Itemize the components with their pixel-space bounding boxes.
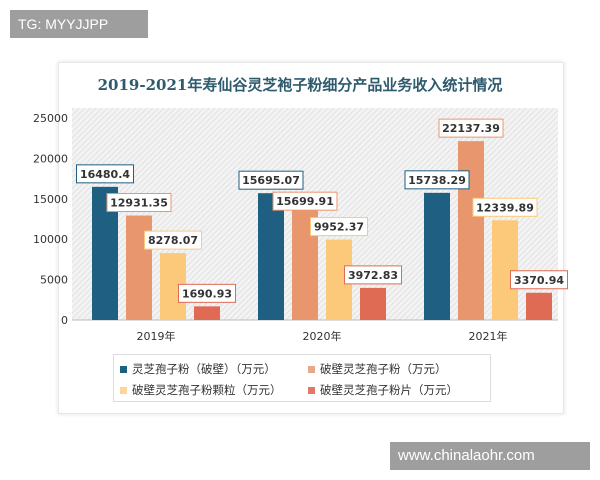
data-label-box: [178, 283, 236, 303]
legend: 灵芝孢子粉（破壁）（万元） 破壁灵芝孢子粉（万元） 破壁灵芝孢子粉颗粒（万元） …: [113, 354, 491, 402]
legend-label: 破壁灵芝孢子粉片（万元）: [320, 383, 458, 397]
data-label-box: [272, 191, 338, 211]
legend-swatch: [120, 365, 127, 373]
legend-swatch: [308, 365, 315, 373]
data-label: 15695.07: [242, 174, 300, 187]
data-label: 3972.83: [348, 269, 398, 282]
bar: [292, 193, 318, 320]
watermark-top-left: TG: MYYJJPP: [10, 10, 148, 38]
data-label: 15699.91: [276, 195, 334, 208]
data-label: 9952.37: [314, 221, 364, 234]
x-tick-label: 2020年: [303, 329, 342, 343]
data-label: 1690.93: [182, 287, 232, 300]
x-tick-label: 2019年: [137, 329, 176, 343]
data-label: 22137.39: [442, 122, 500, 135]
y-tick-label: 10000: [33, 233, 68, 246]
legend-label: 灵芝孢子粉（破壁）（万元）: [132, 362, 276, 376]
data-label-box: [344, 265, 402, 285]
data-label: 15738.29: [408, 174, 466, 187]
data-label-box: [310, 217, 368, 237]
y-tick-label: 20000: [33, 152, 68, 165]
data-label-box: [510, 270, 568, 290]
y-tick-label: 25000: [33, 112, 68, 125]
watermark-bottom-right: www.chinalaohr.com: [390, 442, 590, 470]
bar: [360, 287, 386, 320]
data-label: 12339.89: [476, 201, 534, 214]
y-tick-label: 0: [61, 314, 68, 327]
y-tick-label: 5000: [40, 274, 68, 287]
data-label: 3370.94: [514, 274, 564, 287]
legend-item-series-3: 破壁灵芝孢子粉颗粒（万元）: [120, 382, 282, 398]
x-tick-label: 2021年: [469, 329, 508, 343]
bar: [492, 220, 518, 320]
data-label-box: [438, 118, 504, 138]
legend-label: 破壁灵芝孢子粉颗粒（万元）: [132, 383, 282, 397]
legend-item-series-1: 灵芝孢子粉（破壁）（万元）: [120, 361, 276, 377]
data-label-box: [404, 170, 470, 190]
data-label: 16480.4: [80, 168, 130, 181]
bar: [458, 141, 484, 320]
data-label: 12931.35: [110, 197, 168, 210]
legend-item-series-4: 破壁灵芝孢子粉片（万元）: [308, 382, 458, 398]
data-label: 8278.07: [148, 234, 198, 247]
data-label-box: [76, 164, 134, 184]
data-label-box: [472, 197, 538, 217]
legend-swatch: [120, 386, 127, 394]
data-label-box: [144, 230, 202, 250]
data-label-box: [106, 193, 172, 213]
legend-item-series-2: 破壁灵芝孢子粉（万元）: [308, 361, 447, 377]
bar: [424, 192, 450, 320]
data-label-box: [238, 170, 304, 190]
bar: [526, 292, 552, 320]
legend-swatch: [308, 386, 315, 394]
y-tick-label: 15000: [33, 193, 68, 206]
bar: [258, 193, 284, 320]
bar: [194, 306, 220, 320]
legend-label: 破壁灵芝孢子粉（万元）: [320, 362, 447, 376]
chart-title: 2019-2021年寿仙谷灵芝袍子粉细分产品业务收入统计情况: [97, 76, 503, 94]
